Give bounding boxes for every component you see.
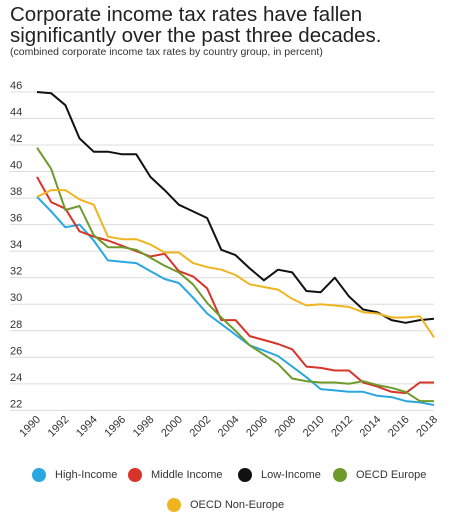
- y-tick-label: 36: [10, 213, 22, 225]
- x-tick-label: 2004: [216, 414, 242, 440]
- x-tick-label: 2000: [159, 414, 185, 440]
- x-tick-label: 1990: [17, 414, 43, 440]
- legend: High-Income Middle Income Low-Income OEC…: [0, 458, 451, 516]
- legend-label-oecd-non-europe: OECD Non-Europe: [190, 499, 285, 511]
- x-tick-label: 1992: [46, 414, 72, 440]
- x-tick-label: 2002: [187, 414, 213, 440]
- x-tick-label: 2014: [358, 414, 384, 440]
- y-tick-label: 46: [10, 80, 22, 92]
- y-tick-label: 34: [10, 239, 22, 251]
- x-tick-label: 2012: [329, 414, 355, 440]
- x-tick-label: 1998: [131, 414, 157, 440]
- y-tick-label: 30: [10, 292, 22, 304]
- y-tick-label: 40: [10, 160, 22, 172]
- y-tick-label: 44: [10, 106, 22, 118]
- legend-label-low-income: Low-Income: [261, 469, 321, 481]
- legend-item-low-income: Low-Income: [238, 468, 321, 482]
- chart-title: Corporate income tax rates have fallen s…: [10, 3, 382, 47]
- x-tick-label: 1994: [74, 414, 100, 440]
- y-tick-label: 42: [10, 133, 22, 145]
- chart-subtitle: (combined corporate income tax rates by …: [10, 46, 323, 58]
- legend-item-high-income: High-Income: [32, 468, 117, 482]
- x-tick-label: 2010: [301, 414, 327, 440]
- legend-label-oecd-europe: OECD Europe: [356, 469, 427, 481]
- grid-lines: [10, 91, 434, 411]
- legend-marker-oecd-europe: [333, 468, 347, 482]
- y-tick-label: 22: [10, 398, 22, 410]
- y-tick-label: 28: [10, 319, 22, 331]
- series-line-low-income: [36, 91, 435, 324]
- y-tick-label: 32: [10, 266, 22, 278]
- series-lines: [36, 91, 435, 406]
- legend-marker-low-income: [238, 468, 252, 482]
- x-tick-label: 2016: [386, 414, 412, 440]
- legend-label-middle-income: Middle Income: [151, 469, 223, 481]
- series-line-oecd-europe: [36, 147, 434, 403]
- legend-marker-oecd-non-europe: [167, 498, 181, 512]
- series-line-high-income: [36, 196, 435, 406]
- legend-label-high-income: High-Income: [55, 469, 118, 481]
- y-axis-tick-labels: 22 24 26 28 30 32 34 36 38 40 42 44 46: [10, 80, 22, 410]
- x-axis-tick-labels: 1990 1992 1994 1996 1998 2000 2002 2004 2006 2008…: [17, 414, 440, 440]
- y-tick-label: 24: [10, 372, 22, 384]
- series-line-middle-income: [36, 176, 434, 395]
- legend-item-middle-income: Middle Income: [128, 468, 223, 482]
- y-tick-label: 38: [10, 186, 22, 198]
- x-tick-label: 2008: [273, 414, 299, 440]
- y-tick-label: 26: [10, 345, 22, 357]
- legend-item-oecd-europe: OECD Europe: [333, 468, 426, 482]
- x-tick-label: 2006: [244, 414, 270, 440]
- x-tick-label: 2018: [414, 414, 440, 440]
- series-line-oecd-non-europe: [36, 189, 435, 338]
- legend-marker-high-income: [32, 468, 46, 482]
- legend-marker-middle-income: [128, 468, 142, 482]
- x-tick-label: 1996: [102, 414, 128, 440]
- legend-item-oecd-non-europe: OECD Non-Europe: [167, 498, 284, 512]
